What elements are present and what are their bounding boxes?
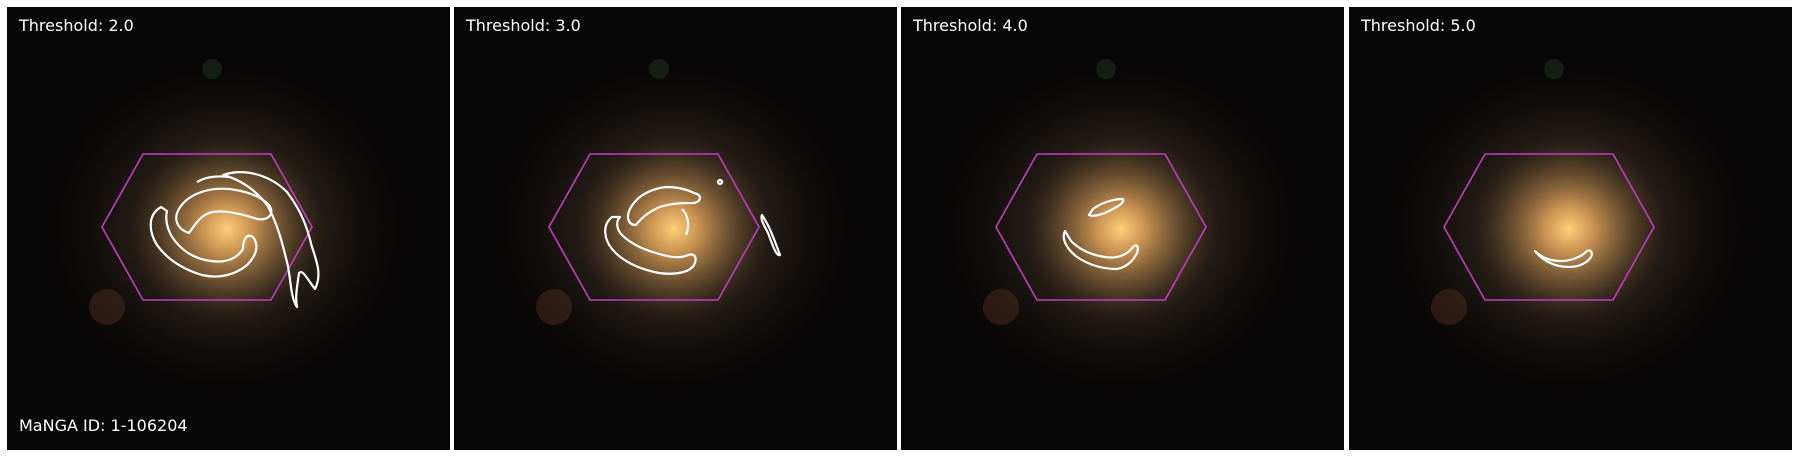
galaxy-id-label: MaNGA ID: 1-106204 — [19, 416, 188, 435]
panel-title: Threshold: 5.0 — [1361, 16, 1476, 35]
panel-threshold-4: Threshold: 4.0 — [901, 7, 1344, 450]
ifu-hexagon — [995, 153, 1207, 301]
galaxy-image — [7, 7, 450, 450]
galaxy-image — [1349, 7, 1792, 450]
panel-title: Threshold: 3.0 — [466, 16, 581, 35]
panel-threshold-5: Threshold: 5.0 — [1349, 7, 1792, 450]
panel-threshold-3: Threshold: 3.0 — [454, 7, 897, 450]
panel-threshold-2: Threshold: 2.0 MaNGA ID: 1-106204 — [7, 7, 450, 450]
ifu-hexagon — [1443, 153, 1655, 301]
galaxy-image — [901, 7, 1344, 450]
ifu-hexagon — [548, 153, 760, 301]
ifu-hexagon — [101, 153, 313, 301]
galaxy-image — [454, 7, 897, 450]
contour-lines — [1533, 249, 1593, 269]
panel-title: Threshold: 4.0 — [913, 16, 1028, 35]
contour-lines — [1062, 197, 1139, 271]
contour-lines — [604, 178, 782, 275]
contour-lines — [149, 171, 320, 309]
panel-title: Threshold: 2.0 — [19, 16, 134, 35]
